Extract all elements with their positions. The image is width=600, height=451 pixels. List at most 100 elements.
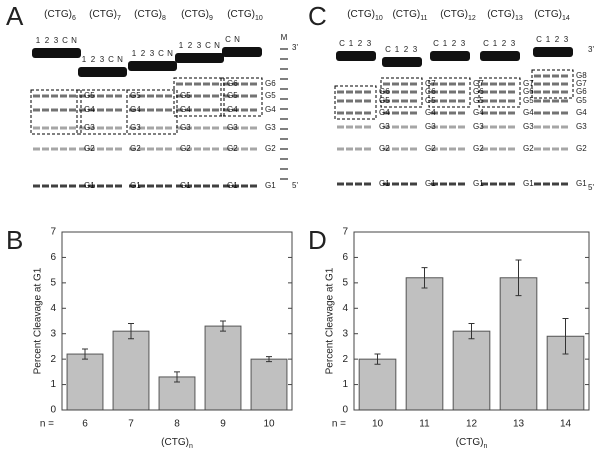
- gel-band: [346, 111, 353, 115]
- dashed-box: [126, 89, 178, 135]
- band-label: G1: [425, 179, 436, 188]
- gel-band: [364, 147, 371, 151]
- gel-band: [383, 99, 390, 103]
- gel-band: [250, 82, 257, 86]
- gel-header: (CTG)10: [347, 9, 383, 22]
- lane-label: 2: [452, 39, 457, 48]
- gel-band: [250, 147, 257, 151]
- y-tick-label: 7: [50, 227, 56, 238]
- gel-band: [552, 125, 559, 129]
- gel-band: [212, 108, 219, 112]
- band-label: G5: [576, 96, 587, 105]
- gel-band: [508, 147, 515, 151]
- gel-band: [165, 94, 172, 98]
- band-label: G3: [265, 123, 276, 132]
- gel-band: [106, 94, 113, 98]
- gel-band: [392, 111, 399, 115]
- dashed-box: [173, 77, 225, 117]
- bar: [405, 277, 444, 411]
- gel-band: [88, 126, 95, 130]
- gel-band: [458, 90, 465, 94]
- band-label: G3: [84, 123, 95, 132]
- gel-band: [79, 184, 86, 188]
- gel-band: [499, 147, 506, 151]
- band-label: G6: [523, 87, 534, 96]
- gel-band-top: [480, 51, 520, 61]
- band-label: G2: [265, 144, 276, 153]
- gel-band: [561, 111, 568, 115]
- gel-band: [346, 99, 353, 103]
- gel-band: [194, 147, 201, 151]
- gel-band: [212, 82, 219, 86]
- gel-band: [449, 90, 456, 94]
- lane-label: N: [214, 41, 220, 50]
- gel-band-top: [175, 53, 224, 63]
- gel-band: [499, 82, 506, 86]
- lane-label: 3: [197, 41, 202, 50]
- lane-label: 2: [141, 49, 146, 58]
- gel-band: [481, 147, 488, 151]
- gel-band: [33, 126, 40, 130]
- gel-band: [364, 182, 371, 186]
- gel-band: [499, 99, 506, 103]
- gel-band: [355, 99, 362, 103]
- gel-header: (CTG)12: [440, 9, 476, 22]
- gel-band: [250, 108, 257, 112]
- gel-band: [481, 82, 488, 86]
- gel-band: [51, 147, 58, 151]
- y-tick-label: 4: [342, 303, 348, 314]
- gel-band: [51, 108, 58, 112]
- y-tick-label: 6: [342, 252, 348, 263]
- gel-band: [97, 184, 104, 188]
- gel-band: [60, 108, 67, 112]
- band-label: G4: [576, 108, 587, 117]
- gel-band: [176, 108, 183, 112]
- gel-band: [115, 94, 122, 98]
- gel-band: [440, 182, 447, 186]
- error-bar: [128, 323, 134, 340]
- bar: [112, 330, 150, 411]
- y-tick-label: 5: [50, 277, 56, 288]
- band-label: G3: [379, 122, 390, 131]
- y-tick-label: 0: [50, 405, 56, 416]
- gel-band: [185, 184, 192, 188]
- gel-band: [185, 94, 192, 98]
- gel-band: [383, 82, 390, 86]
- y-axis-label: Percent Cleavage at G1: [33, 267, 44, 374]
- gel-band: [115, 126, 122, 130]
- gel-band: [543, 90, 550, 94]
- error-bar: [468, 323, 475, 340]
- gel-band: [203, 82, 210, 86]
- y-tick-label: 0: [342, 405, 348, 416]
- end-label: 5': [292, 181, 298, 190]
- gel-band: [355, 147, 362, 151]
- gel-band: [176, 147, 183, 151]
- gel-band: [194, 108, 201, 112]
- x-tick-label: 7: [128, 419, 134, 430]
- marker-band: [280, 138, 288, 140]
- lane-label: 2: [404, 45, 409, 54]
- gel-band: [383, 90, 390, 94]
- gel-band: [449, 125, 456, 129]
- band-label: G2: [576, 144, 587, 153]
- lane-label: C: [225, 35, 231, 44]
- gel-band: [241, 108, 248, 112]
- panel-letter: C: [308, 1, 327, 31]
- gel-band-top: [336, 51, 376, 61]
- dashed-box: [428, 77, 471, 108]
- y-tick-label: 2: [342, 354, 348, 365]
- dashed-box: [478, 77, 521, 108]
- x-tick-label: 8: [174, 419, 180, 430]
- lane-label: N: [117, 55, 123, 64]
- gel-header: (CTG)13: [487, 9, 523, 22]
- y-tick-label: 1: [342, 379, 348, 390]
- gel-band: [561, 90, 568, 94]
- gel-band: [232, 94, 239, 98]
- gel-band: [138, 126, 145, 130]
- gel-header: (CTG)9: [181, 9, 213, 22]
- gel-band: [165, 108, 172, 112]
- y-axis-label: Percent Cleavage at G1: [325, 267, 336, 374]
- lane-label: 2: [91, 55, 96, 64]
- gel-band: [449, 182, 456, 186]
- x-axis-label: (CTG)n: [456, 437, 488, 450]
